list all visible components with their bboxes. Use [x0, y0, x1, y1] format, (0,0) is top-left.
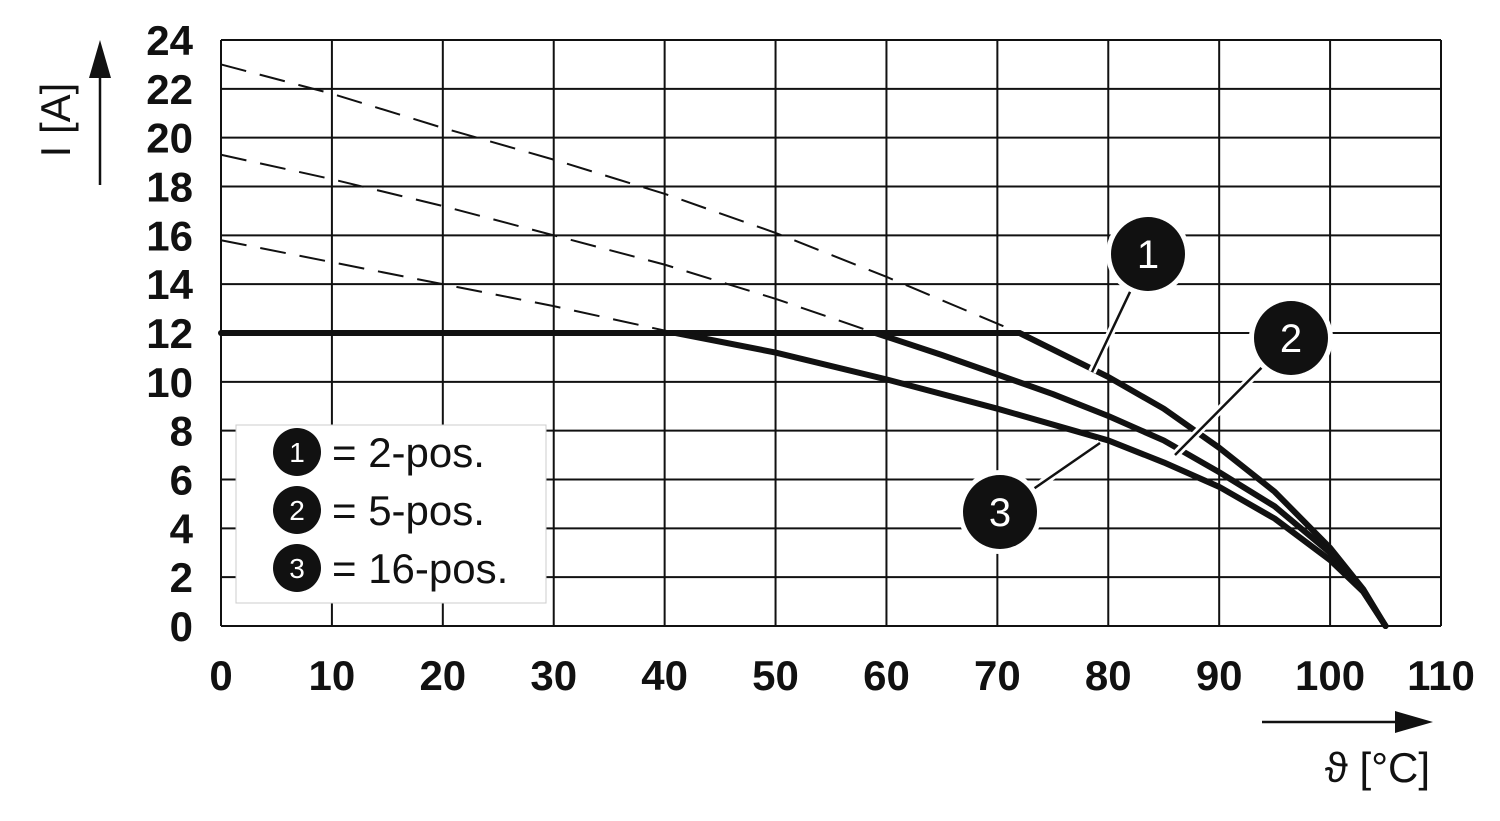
y-tick-label: 10 — [146, 359, 193, 406]
badge-3 — [963, 475, 1037, 549]
x-tick-label: 110 — [1407, 652, 1475, 699]
dashed-extrapolation-lines — [220, 63, 1020, 334]
x-tick-label: 50 — [752, 652, 799, 699]
y-tick-label: 12 — [146, 310, 193, 357]
series-3-dashed-line — [220, 239, 676, 334]
y-axis-label: I [A] — [32, 83, 79, 158]
y-axis-label-group: I [A] — [32, 40, 111, 185]
x-tick-label: 10 — [309, 652, 356, 699]
y-tick-label: 8 — [170, 408, 193, 455]
x-tick-label: 0 — [209, 652, 232, 699]
series-3-line — [672, 330, 1389, 629]
x-tick-label: 90 — [1196, 652, 1243, 699]
y-tick-label: 24 — [146, 17, 193, 64]
x-tick-label: 100 — [1295, 652, 1365, 699]
legend-badge-number: 2 — [289, 495, 305, 526]
badge-leader-lines — [997, 252, 1294, 516]
legend-badge-number: 3 — [289, 553, 305, 584]
series-1-dashed-line — [220, 63, 1020, 334]
legend-label: = 2-pos. — [332, 429, 485, 476]
badge-2-number: 2 — [1280, 317, 1302, 361]
badge-1-number: 1 — [1137, 233, 1159, 277]
x-axis-label: ϑ [°C] — [1325, 744, 1430, 791]
legend-badge-2 — [273, 486, 321, 534]
x-tick-label: 20 — [419, 652, 466, 699]
y-tick-label: 14 — [146, 261, 193, 308]
series-lines — [218, 330, 1389, 629]
legend-badge-1 — [273, 428, 321, 476]
legend-badge-number: 1 — [289, 437, 305, 468]
series-2-dashed-line — [220, 153, 876, 334]
y-tick-label: 0 — [170, 603, 193, 650]
y-tick-label: 6 — [170, 457, 193, 504]
x-axis-label-group: ϑ [°C] — [1262, 711, 1433, 791]
legend-badge-3 — [273, 544, 321, 592]
grid — [220, 39, 1442, 627]
x-tick-label: 70 — [974, 652, 1021, 699]
x-tick-label: 40 — [641, 652, 688, 699]
tick-labels: 0 10 20 30 40 50 60 70 80 90 100 110024681012141618… — [146, 17, 1475, 699]
badge-2 — [1254, 301, 1328, 375]
x-axis-arrowhead — [1395, 711, 1433, 733]
y-tick-label: 22 — [146, 66, 193, 113]
y-tick-label: 2 — [170, 554, 193, 601]
y-tick-label: 18 — [146, 164, 193, 211]
badge-3-number: 3 — [989, 491, 1011, 535]
x-tick-label: 60 — [863, 652, 910, 699]
y-tick-label: 16 — [146, 212, 193, 259]
y-tick-label: 20 — [146, 115, 193, 162]
y-axis-arrowhead — [89, 40, 111, 78]
legend-label: = 5-pos. — [332, 487, 485, 534]
x-tick-label: 80 — [1085, 652, 1132, 699]
legend: 1 = 2-pos. 2 = 5-pos. 3 = 16-pos. — [235, 424, 547, 604]
series-2-line — [872, 330, 1389, 629]
y-tick-label: 4 — [170, 505, 194, 552]
x-tick-label: 30 — [530, 652, 577, 699]
badge-1 — [1111, 217, 1185, 291]
legend-label: = 16-pos. — [332, 545, 508, 592]
series-badges: 1 2 3 — [958, 212, 1333, 554]
